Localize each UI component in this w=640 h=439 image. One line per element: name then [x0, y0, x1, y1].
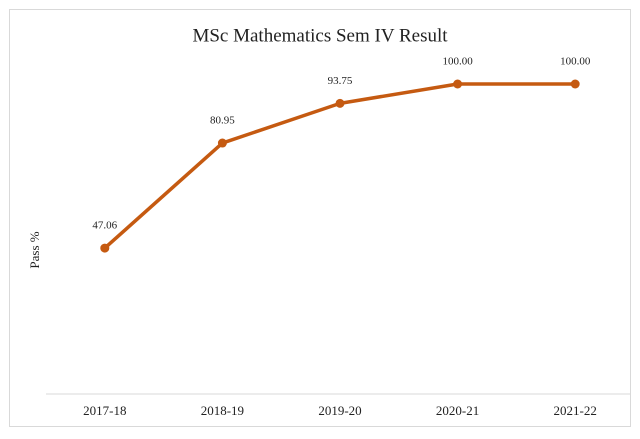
y-axis-label: Pass % [27, 231, 42, 268]
point [335, 98, 345, 108]
point [217, 138, 227, 148]
point [570, 79, 580, 89]
point [100, 243, 110, 253]
data-label: 80.95 [210, 115, 235, 127]
chart-frame [9, 9, 631, 427]
x-tick-label: 2020-21 [436, 403, 479, 418]
data-label: 100.00 [560, 56, 591, 68]
x-tick-label: 2018-19 [201, 403, 244, 418]
x-tick-label: 2019-20 [318, 403, 361, 418]
data-label: 100.00 [442, 56, 473, 68]
x-tick-label: 2017-18 [83, 403, 126, 418]
data-label: 93.75 [328, 75, 353, 87]
chart-title: MSc Mathematics Sem IV Result [192, 25, 448, 46]
x-tick-label: 2021-22 [554, 403, 597, 418]
data-label: 47.06 [92, 220, 117, 232]
point [453, 79, 463, 89]
